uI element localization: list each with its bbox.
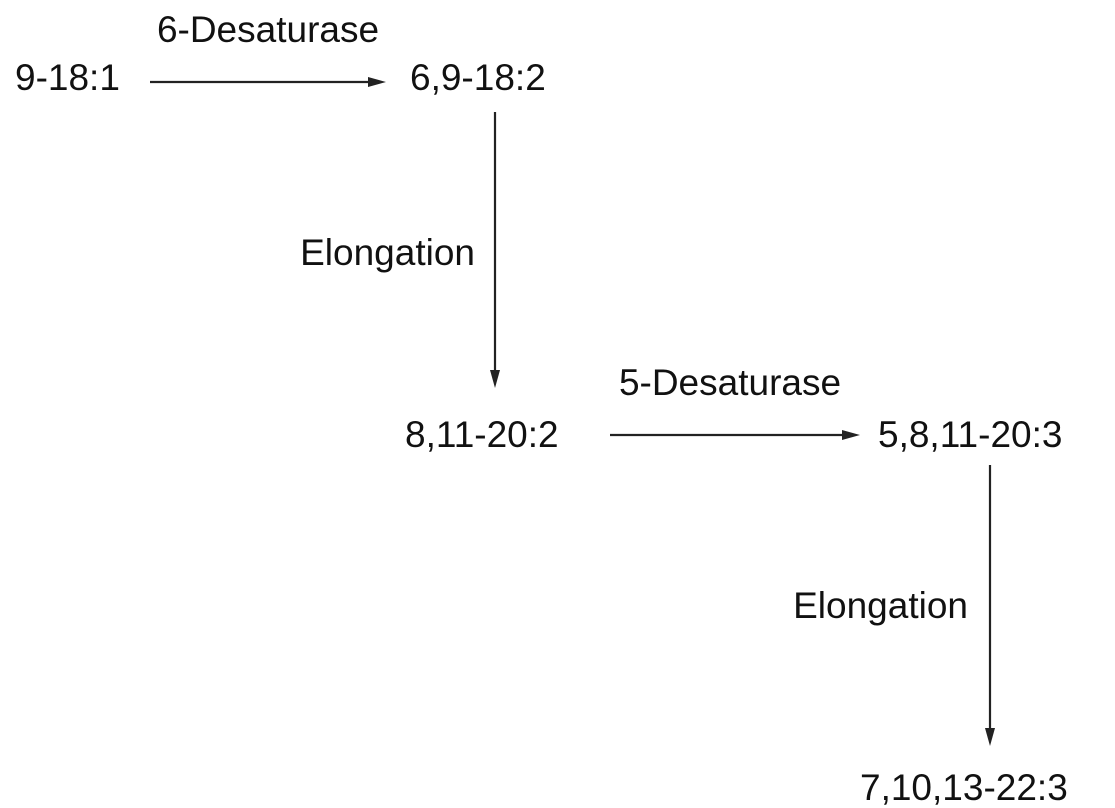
edge-label: 5-Desaturase xyxy=(619,362,841,403)
node-label: 5,8,11-20:3 xyxy=(878,414,1062,455)
arrow xyxy=(610,430,860,440)
arrow xyxy=(150,77,386,87)
edge-label: Elongation xyxy=(793,585,968,626)
node-label: 8,11-20:2 xyxy=(405,414,559,455)
node-label: 9-18:1 xyxy=(15,57,120,98)
node-label: 6,9-18:2 xyxy=(410,57,546,98)
node-label: 7,10,13-22:3 xyxy=(860,767,1068,808)
edge-label: 6-Desaturase xyxy=(157,9,379,50)
arrow xyxy=(985,465,995,746)
arrow xyxy=(490,112,500,388)
edge-label: Elongation xyxy=(300,232,475,273)
